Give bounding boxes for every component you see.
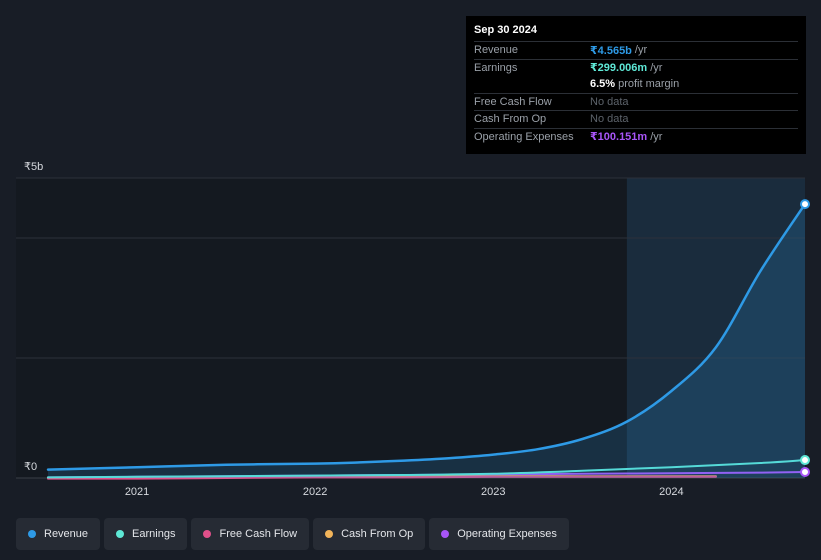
data-tooltip: Sep 30 2024 Revenue ₹4.565b/yr Earnings ₹29…: [466, 16, 806, 154]
tooltip-label: Free Cash Flow: [474, 95, 552, 108]
tooltip-label: Earnings: [474, 61, 518, 74]
tooltip-unit: /yr: [634, 44, 648, 57]
legend-dot-icon: [203, 530, 212, 538]
tooltip-unit: profit margin: [618, 78, 680, 91]
tooltip-row: Revenue ₹4.565b/yr: [474, 41, 798, 59]
tooltip-date: Sep 30 2024: [474, 24, 537, 36]
chart-area: ₹5b ₹0 2021 2022 2023 2024: [16, 161, 810, 498]
legend-item-operating-expenses[interactable]: Operating Expenses: [429, 518, 569, 550]
tooltip-value: ₹4.565b: [590, 44, 632, 57]
earnings-end-marker: [800, 455, 810, 466]
tooltip-value: No data: [590, 113, 629, 126]
y-label-bottom: ₹0: [24, 461, 37, 473]
legend-item-revenue[interactable]: Revenue: [16, 518, 101, 550]
revenue-end-marker: [800, 199, 810, 210]
legend-dot-icon: [325, 530, 334, 538]
tooltip-row: Earnings ₹299.006m/yr: [474, 58, 798, 77]
tooltip-unit: /yr: [650, 61, 663, 74]
tooltip-row: Free Cash Flow No data: [474, 92, 798, 111]
operating-expenses-end-marker: [800, 467, 810, 477]
legend-dot-icon: [441, 530, 450, 538]
tooltip-row: 6.5% profit margin: [474, 76, 798, 93]
tooltip-label: Operating Expenses: [474, 130, 574, 143]
tooltip-row: Operating Expenses ₹100.151m/yr: [474, 127, 798, 146]
tooltip-value: 6.5%: [590, 78, 616, 91]
tooltip-value: No data: [590, 95, 629, 108]
x-tick-label: 2024: [659, 486, 683, 498]
legend-label: Cash From Op: [341, 528, 414, 540]
legend-dot-icon: [116, 530, 125, 538]
free-cash-flow-line: [47, 475, 717, 480]
legend-item-cash-from-op[interactable]: Cash From Op: [313, 518, 426, 550]
x-tick-label: 2023: [481, 486, 505, 498]
legend-label: Free Cash Flow: [219, 528, 298, 540]
legend-label: Operating Expenses: [457, 528, 557, 540]
legend-item-free-cash-flow[interactable]: Free Cash Flow: [191, 518, 310, 550]
x-tick-label: 2022: [303, 486, 327, 498]
legend-label: Earnings: [132, 528, 176, 540]
tooltip-value: ₹299.006m: [590, 62, 648, 75]
x-tick-label: 2021: [125, 486, 149, 498]
revenue-line: [46, 202, 807, 471]
legend-item-earnings[interactable]: Earnings: [104, 518, 188, 550]
tooltip-label: Cash From Op: [474, 113, 547, 126]
highlight-region: [626, 178, 805, 478]
tooltip-row: Cash From Op No data: [474, 110, 798, 128]
tooltip-label: Revenue: [474, 44, 519, 57]
earnings-line: [47, 459, 806, 479]
y-label-top: ₹5b: [24, 161, 43, 173]
tooltip-unit: /yr: [650, 130, 663, 143]
legend-label: Revenue: [44, 528, 89, 540]
tooltip-value: ₹100.151m: [590, 131, 648, 144]
chart-legend: Revenue Earnings Free Cash Flow Cash From O…: [16, 518, 569, 550]
legend-dot-icon: [28, 530, 36, 538]
revenue-area: [48, 204, 805, 478]
